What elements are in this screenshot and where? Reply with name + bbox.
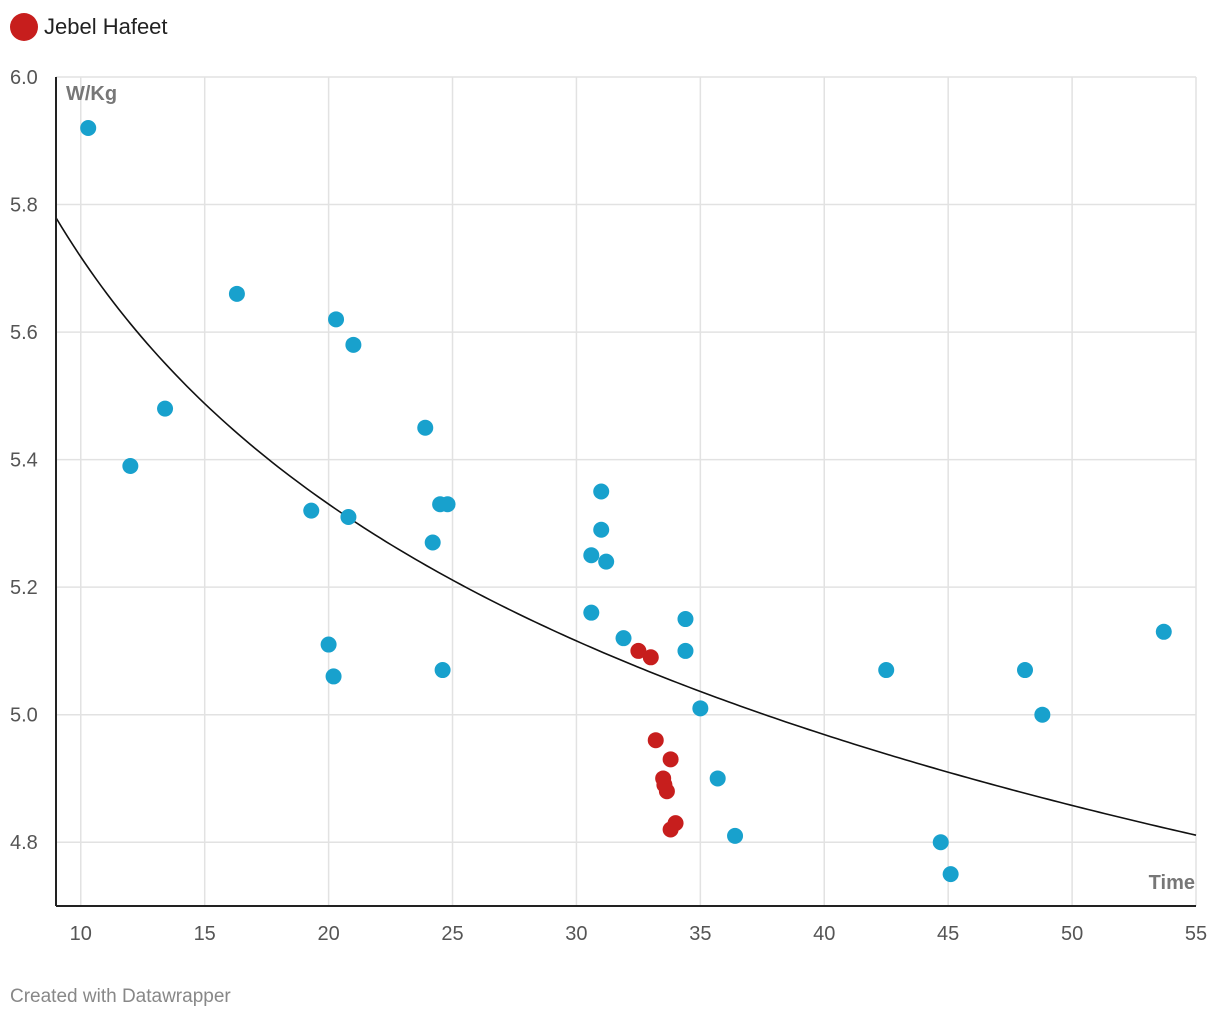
point-other-climbs[interactable] <box>122 457 139 474</box>
point-other-climbs[interactable] <box>593 521 610 538</box>
point-other-climbs[interactable] <box>320 636 337 653</box>
x-tick-label: 10 <box>70 923 92 945</box>
y-axis-title: W/Kg <box>66 83 117 105</box>
point-other-climbs[interactable] <box>598 553 615 570</box>
point-other-climbs[interactable] <box>942 866 959 883</box>
point-jebel-hafeet[interactable] <box>667 815 684 832</box>
y-tick-label: 6.0 <box>10 67 38 89</box>
point-other-climbs[interactable] <box>583 547 600 564</box>
point-other-climbs[interactable] <box>1034 706 1051 723</box>
point-other-climbs[interactable] <box>583 604 600 621</box>
x-tick-label: 30 <box>565 923 587 945</box>
legend-swatch <box>10 13 38 41</box>
credit-line: Created with Datawrapper <box>10 986 231 1007</box>
y-tick-label: 5.0 <box>10 705 38 727</box>
point-other-climbs[interactable] <box>80 120 97 137</box>
y-tick-label: 4.8 <box>10 832 38 854</box>
x-tick-label: 15 <box>194 923 216 945</box>
point-other-climbs[interactable] <box>1155 623 1172 640</box>
point-other-climbs[interactable] <box>303 502 320 519</box>
grid <box>56 76 1197 906</box>
point-other-climbs[interactable] <box>157 400 174 417</box>
point-other-climbs[interactable] <box>615 630 632 647</box>
point-jebel-hafeet[interactable] <box>642 649 659 666</box>
legend-label: Jebel Hafeet <box>44 14 168 39</box>
x-tick-label: 40 <box>813 923 835 945</box>
x-tick-label: 50 <box>1061 923 1083 945</box>
y-tick-label: 5.2 <box>10 577 38 599</box>
trend-layer <box>55 217 1197 836</box>
point-other-climbs[interactable] <box>340 509 357 526</box>
point-other-climbs[interactable] <box>1017 662 1033 679</box>
point-other-climbs[interactable] <box>325 668 342 685</box>
point-other-climbs[interactable] <box>345 336 362 353</box>
point-other-climbs[interactable] <box>727 827 744 844</box>
y-tick-label: 5.4 <box>10 450 38 472</box>
point-other-climbs[interactable] <box>932 834 949 851</box>
x-tick-label: 55 <box>1185 923 1207 945</box>
x-tick-label: 35 <box>689 923 711 945</box>
point-other-climbs[interactable] <box>677 611 694 628</box>
point-other-climbs[interactable] <box>593 483 610 500</box>
point-other-climbs[interactable] <box>417 419 434 436</box>
point-other-climbs[interactable] <box>228 285 245 302</box>
x-tick-label: 20 <box>317 923 339 945</box>
point-jebel-hafeet[interactable] <box>647 732 664 749</box>
point-other-climbs[interactable] <box>439 496 456 513</box>
x-axis-title: Time <box>1149 872 1195 894</box>
x-tick-label: 45 <box>937 923 959 945</box>
point-other-climbs[interactable] <box>692 700 709 717</box>
legend: Jebel Hafeet <box>10 12 168 42</box>
point-other-climbs[interactable] <box>709 770 726 787</box>
axes <box>55 77 1196 907</box>
point-other-climbs[interactable] <box>677 642 694 659</box>
y-tick-label: 5.8 <box>10 195 38 217</box>
point-other-climbs[interactable] <box>328 311 345 328</box>
y-tick-label: 5.6 <box>10 322 38 344</box>
point-other-climbs[interactable] <box>424 534 441 551</box>
tick-labels: 10 15 20 25 30 35 40 45 50 55 4.8 5.0 5.2 5.4 5.6 5.8 6.… <box>10 67 1207 945</box>
data-points <box>80 120 1172 883</box>
point-other-climbs[interactable] <box>878 662 895 679</box>
point-other-climbs[interactable] <box>434 662 451 679</box>
x-tick-label: 25 <box>441 923 463 945</box>
point-jebel-hafeet[interactable] <box>662 751 679 768</box>
trend-curve <box>55 217 1197 836</box>
point-jebel-hafeet[interactable] <box>630 642 647 659</box>
point-jebel-hafeet[interactable] <box>658 783 675 800</box>
